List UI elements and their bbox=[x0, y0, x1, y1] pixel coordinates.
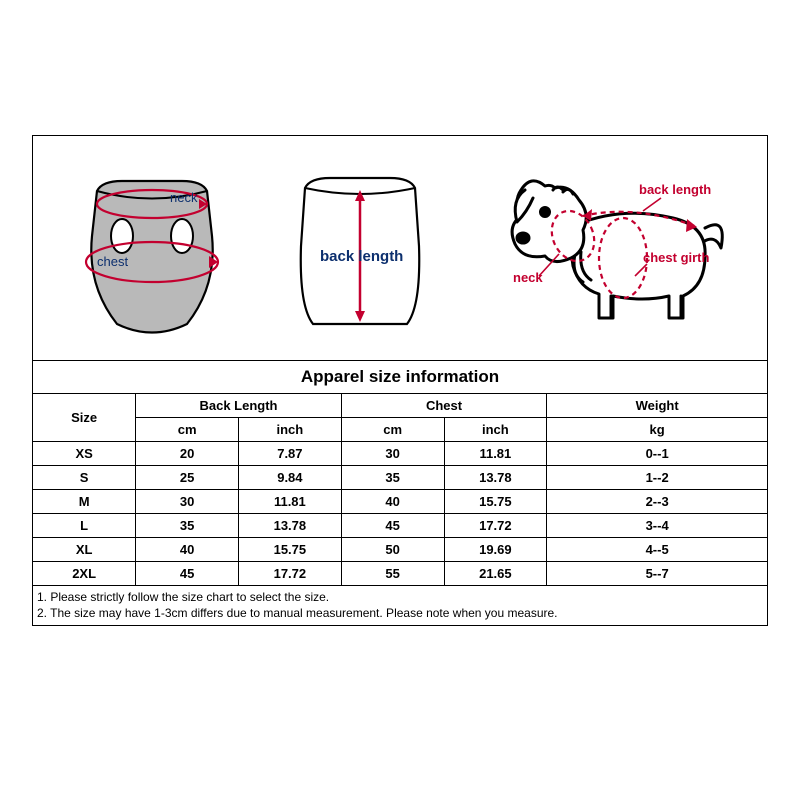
vest-back-diagram: back length bbox=[285, 166, 435, 336]
size-table: Size Back Length Chest Weight cm inch cm… bbox=[33, 394, 767, 585]
cell-bl_in: 13.78 bbox=[239, 514, 342, 538]
cell-bl_cm: 45 bbox=[136, 562, 239, 586]
cell-ch_cm: 35 bbox=[341, 466, 444, 490]
table-row: M3011.814015.752--3 bbox=[33, 490, 767, 514]
vest-front-diagram: neck chest bbox=[67, 166, 237, 336]
col-wt-kg: kg bbox=[547, 418, 767, 442]
vest-chest-label: chest bbox=[97, 254, 128, 269]
back-length-label: back length bbox=[320, 248, 403, 265]
cell-ch_in: 21.65 bbox=[444, 562, 547, 586]
cell-size: L bbox=[33, 514, 136, 538]
dog-back-label: back length bbox=[639, 182, 711, 197]
col-bl-cm: cm bbox=[136, 418, 239, 442]
cell-ch_cm: 50 bbox=[341, 538, 444, 562]
size-chart-card: neck chest back length bbox=[32, 135, 768, 626]
table-row: S259.843513.781--2 bbox=[33, 466, 767, 490]
cell-bl_cm: 40 bbox=[136, 538, 239, 562]
cell-ch_in: 13.78 bbox=[444, 466, 547, 490]
cell-wt: 5--7 bbox=[547, 562, 767, 586]
cell-wt: 0--1 bbox=[547, 442, 767, 466]
cell-ch_cm: 55 bbox=[341, 562, 444, 586]
cell-ch_cm: 30 bbox=[341, 442, 444, 466]
note-line: 2. The size may have 1-3cm differs due t… bbox=[37, 605, 763, 621]
header-row-1: Size Back Length Chest Weight bbox=[33, 394, 767, 418]
vest-neck-label: neck bbox=[170, 190, 198, 205]
dog-diagram: back length neck chest girth bbox=[483, 156, 733, 336]
col-size: Size bbox=[33, 394, 136, 442]
header-row-2: cm inch cm inch kg bbox=[33, 418, 767, 442]
cell-bl_cm: 30 bbox=[136, 490, 239, 514]
cell-wt: 4--5 bbox=[547, 538, 767, 562]
cell-ch_cm: 45 bbox=[341, 514, 444, 538]
cell-bl_in: 9.84 bbox=[239, 466, 342, 490]
cell-ch_in: 15.75 bbox=[444, 490, 547, 514]
table-row: L3513.784517.723--4 bbox=[33, 514, 767, 538]
cell-ch_in: 17.72 bbox=[444, 514, 547, 538]
cell-size: XS bbox=[33, 442, 136, 466]
cell-wt: 3--4 bbox=[547, 514, 767, 538]
cell-size: M bbox=[33, 490, 136, 514]
col-ch-inch: inch bbox=[444, 418, 547, 442]
dog-neck-label: neck bbox=[513, 270, 543, 285]
cell-wt: 1--2 bbox=[547, 466, 767, 490]
table-row: XL4015.755019.694--5 bbox=[33, 538, 767, 562]
cell-size: 2XL bbox=[33, 562, 136, 586]
cell-bl_cm: 35 bbox=[136, 514, 239, 538]
cell-bl_in: 17.72 bbox=[239, 562, 342, 586]
note-line: 1. Please strictly follow the size chart… bbox=[37, 589, 763, 605]
dog-chest-label: chest girth bbox=[643, 250, 710, 265]
table-title: Apparel size information bbox=[33, 361, 767, 394]
cell-bl_in: 7.87 bbox=[239, 442, 342, 466]
col-chest: Chest bbox=[341, 394, 547, 418]
cell-bl_cm: 25 bbox=[136, 466, 239, 490]
cell-bl_cm: 20 bbox=[136, 442, 239, 466]
col-bl-inch: inch bbox=[239, 418, 342, 442]
cell-wt: 2--3 bbox=[547, 490, 767, 514]
cell-ch_cm: 40 bbox=[341, 490, 444, 514]
cell-bl_in: 15.75 bbox=[239, 538, 342, 562]
col-weight: Weight bbox=[547, 394, 767, 418]
col-ch-cm: cm bbox=[341, 418, 444, 442]
cell-size: S bbox=[33, 466, 136, 490]
cell-ch_in: 19.69 bbox=[444, 538, 547, 562]
diagram-row: neck chest back length bbox=[33, 136, 767, 361]
cell-bl_in: 11.81 bbox=[239, 490, 342, 514]
notes: 1. Please strictly follow the size chart… bbox=[33, 585, 767, 625]
table-row: XS207.873011.810--1 bbox=[33, 442, 767, 466]
cell-ch_in: 11.81 bbox=[444, 442, 547, 466]
col-back: Back Length bbox=[136, 394, 342, 418]
table-row: 2XL4517.725521.655--7 bbox=[33, 562, 767, 586]
cell-size: XL bbox=[33, 538, 136, 562]
